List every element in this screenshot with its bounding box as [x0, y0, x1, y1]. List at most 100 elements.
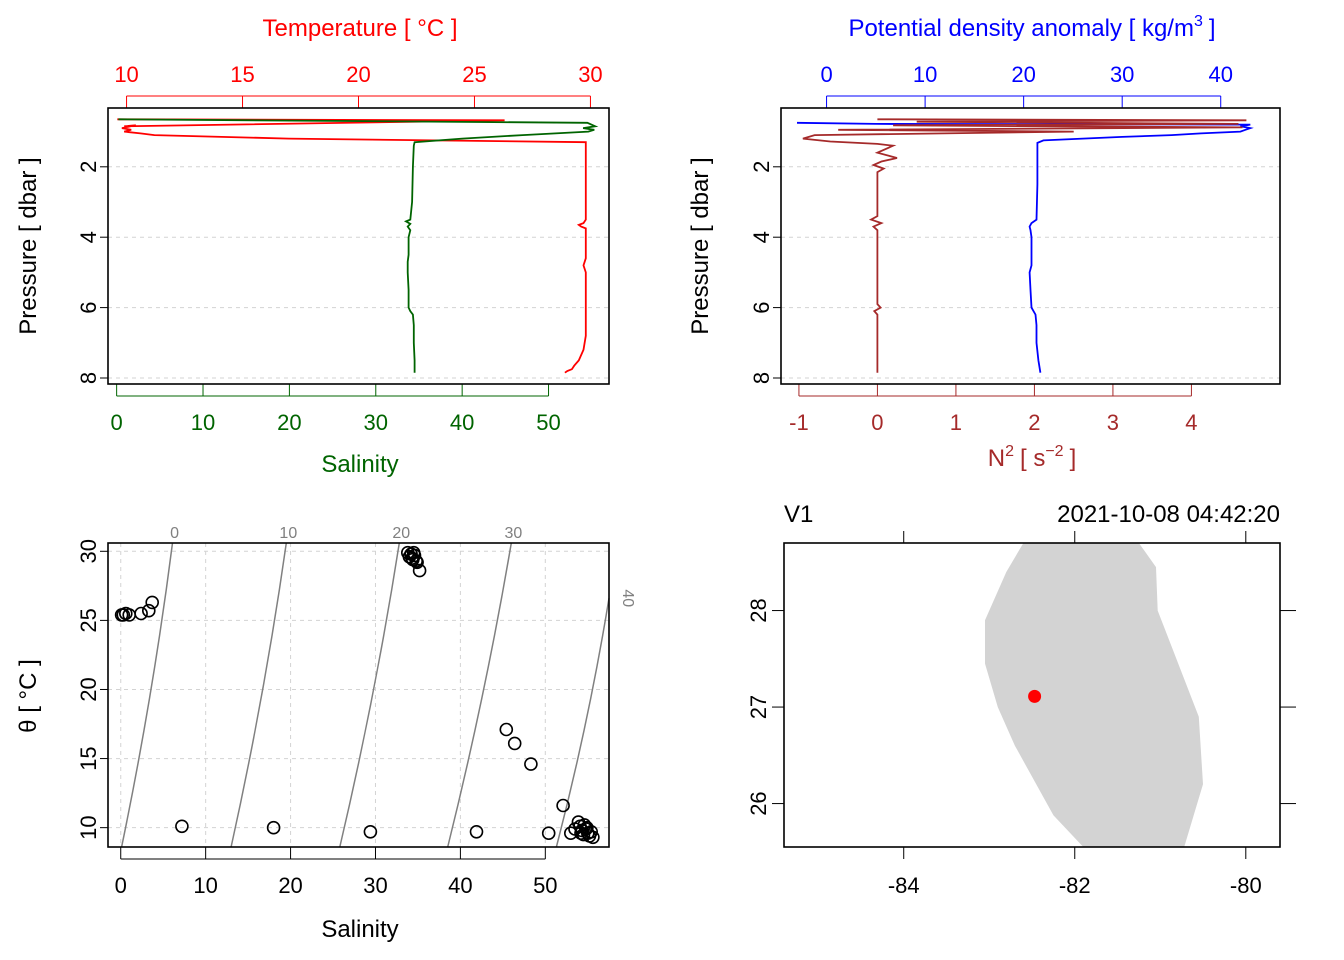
y-tick-label: 8 — [76, 372, 101, 384]
station-name: V1 — [784, 501, 813, 528]
x-tick-label: 20 — [346, 62, 370, 87]
station-marker — [1028, 689, 1042, 703]
ts-point — [469, 824, 484, 839]
temperature-axis: 10 15 20 25 30 — [114, 62, 603, 108]
isopycnal-line — [339, 542, 401, 848]
isopycnal-label: 0 — [170, 525, 179, 542]
ts-point — [524, 757, 538, 771]
n2-axis-title-sup: 2 — [1005, 443, 1014, 460]
plot-frame — [107, 107, 610, 385]
x-tick-label: -80 — [1230, 873, 1262, 898]
ts-grid — [108, 543, 609, 847]
x-tick-label: 0 — [111, 410, 123, 435]
isopycnal-label: 10 — [279, 525, 297, 542]
ts-point — [574, 826, 588, 841]
x-tick-label: 30 — [363, 873, 387, 898]
x-tick-label: -1 — [789, 410, 809, 435]
y-tick-label: 27 — [746, 695, 771, 719]
x-tick-label: 0 — [820, 62, 832, 87]
y-tick-label: 28 — [746, 598, 771, 622]
ts-point — [266, 820, 281, 835]
x-tick-label: 1 — [950, 410, 962, 435]
salinity-line — [118, 118, 599, 373]
salinity-axis: 0 10 20 30 40 50 — [111, 384, 561, 435]
n2-axis-title-unit: [ s — [1020, 445, 1045, 472]
ts-diagram-panel: 0 10 20 30 40 10 15 20 25 30 0 10 20 30 40 50 θ [ °C … — [15, 525, 636, 943]
y-tick-label: 10 — [76, 815, 101, 839]
isopycnal-label: 30 — [504, 525, 522, 542]
isopycnal-label: 40 — [619, 589, 636, 607]
isopycnal-line — [555, 598, 610, 848]
x-tick-label: 3 — [1107, 410, 1119, 435]
map-axes: -84 -82 -80 26 27 28 — [746, 531, 1296, 898]
x-tick-label: 30 — [578, 62, 602, 87]
ts-point — [507, 736, 522, 751]
density-axis-title: Potential density anomaly [ kg/m3] — [848, 13, 1215, 42]
isopycnal-line — [446, 542, 513, 848]
x-tick-label: 20 — [1011, 62, 1035, 87]
isopycnal-line — [230, 542, 288, 848]
temperature-axis-title: Temperature [ °C ] — [263, 15, 458, 42]
salinity-axis-title: Salinity — [321, 451, 398, 478]
y-tick-label: 4 — [749, 231, 774, 243]
station-map-panel: -84 -82 -80 26 27 28 V1 2021-10-08 04:42:20 — [746, 501, 1296, 898]
x-tick-label: 0 — [115, 873, 127, 898]
ts-point — [586, 830, 600, 845]
pressure-axis-title: Pressure [ dbar ] — [15, 157, 42, 334]
x-tick-label: 10 — [193, 873, 217, 898]
coastline — [985, 543, 1203, 847]
n2-axis-title-unit-sup: −2 — [1045, 443, 1063, 460]
profile-lines — [117, 118, 599, 374]
theta-axis: 10 15 20 25 30 — [76, 539, 108, 840]
density-axis-title-sup: 3 — [1194, 13, 1203, 30]
pressure-axis: 2 4 6 8 — [76, 161, 108, 384]
ts-point — [363, 824, 378, 839]
density-axis-title-main: Potential density anomaly [ kg/m — [848, 15, 1194, 42]
y-tick-label: 15 — [76, 746, 101, 770]
plot-frame — [780, 107, 1281, 385]
x-tick-label: 0 — [871, 410, 883, 435]
station-point — [1028, 689, 1042, 703]
y-tick-label: 2 — [76, 161, 101, 173]
density-line — [796, 121, 1254, 373]
y-tick-label: 26 — [746, 791, 771, 815]
ts-point — [410, 555, 424, 570]
ts-point — [134, 606, 148, 621]
ts-point — [499, 722, 514, 737]
station-time: 2021-10-08 04:42:20 — [1057, 501, 1280, 528]
ts-point — [407, 548, 422, 563]
plot-frame — [783, 542, 1281, 848]
x-tick-label: 40 — [1208, 62, 1232, 87]
ts-point — [145, 595, 159, 610]
y-tick-label: 8 — [749, 372, 774, 384]
x-tick-label: 25 — [462, 62, 486, 87]
salinity-axis: 0 10 20 30 40 50 — [115, 847, 558, 898]
x-tick-label: 50 — [533, 873, 557, 898]
theta-axis-title: θ [ °C ] — [15, 659, 42, 733]
density-axis: 0 10 20 30 40 — [820, 62, 1233, 108]
y-tick-label: 30 — [76, 539, 101, 563]
n2-axis-title: N2 [ s−2] — [988, 443, 1077, 472]
ts-point — [541, 826, 556, 841]
x-tick-label: -84 — [888, 873, 920, 898]
isopycnal-label: 20 — [392, 525, 410, 542]
density-axis-title-close: ] — [1209, 15, 1216, 42]
y-tick-label: 25 — [76, 608, 101, 632]
x-tick-label: 30 — [1110, 62, 1134, 87]
x-tick-label: 50 — [536, 410, 560, 435]
n2-axis-title-main: N — [988, 445, 1005, 472]
x-tick-label: 40 — [448, 873, 472, 898]
pressure-grid — [108, 166, 609, 379]
ts-point — [584, 824, 599, 839]
ts-point — [556, 798, 570, 813]
pressure-axis: 2 4 6 8 — [749, 161, 781, 384]
temperature-line — [117, 118, 587, 374]
y-tick-label: 2 — [749, 161, 774, 173]
x-tick-label: 30 — [364, 410, 388, 435]
pressure-grid — [781, 166, 1280, 379]
plot-frame — [107, 542, 610, 848]
x-tick-label: 40 — [450, 410, 474, 435]
x-tick-label: 10 — [913, 62, 937, 87]
isopycnals: 0 10 20 30 40 — [120, 525, 636, 848]
